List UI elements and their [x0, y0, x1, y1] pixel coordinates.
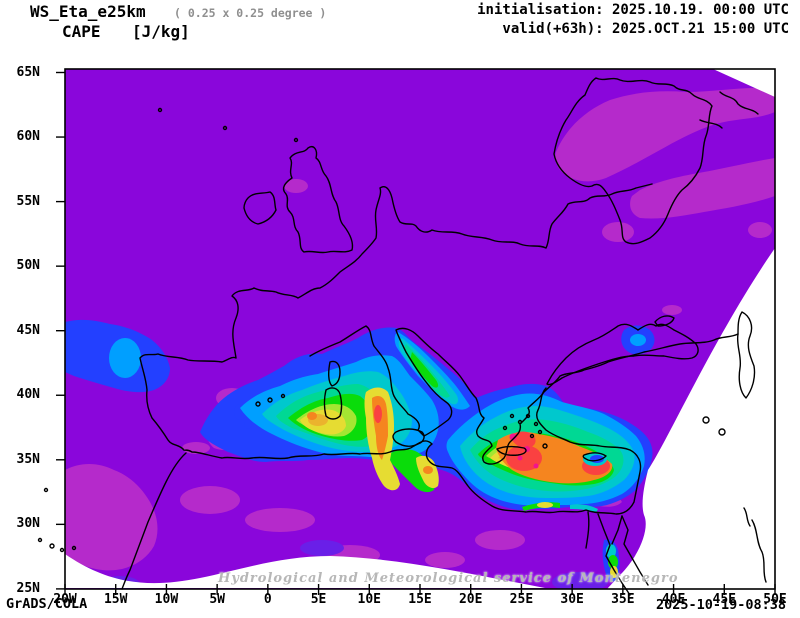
lon-tick-label: 5E [310, 592, 327, 607]
lat-tick-label: 25N [16, 580, 40, 596]
lon-tick-label: 45E [712, 592, 737, 607]
watermark: Hydrological and Meteorological service … [218, 571, 679, 586]
coastlines [37, 77, 767, 596]
model-title: WS_Eta_e25km [30, 2, 146, 21]
lon-tick-label: 40E [661, 592, 686, 607]
lon-tick-label: 10W [154, 592, 179, 607]
lat-tick-label: 50N [16, 258, 40, 274]
units-label: [J/kg] [132, 22, 190, 41]
lon-tick-label: 20E [458, 592, 483, 607]
lon-tick-label: 0 [263, 592, 272, 607]
grads-credit: GrADS/COLA [6, 596, 88, 612]
lon-tick-label: 20W [53, 592, 77, 607]
axis-ticks [56, 71, 776, 595]
variable-label: CAPE [62, 22, 101, 41]
lon-tick-label: 10E [357, 592, 382, 607]
lon-tick-label: 5W [209, 592, 225, 607]
lon-tick-label: 15W [103, 592, 128, 607]
lat-tick-label: 55N [16, 193, 40, 209]
lon-tick-label: 50E [763, 592, 787, 607]
lon-tick-label: 15E [408, 592, 432, 607]
cape-field [65, 69, 775, 589]
lat-tick-label: 65N [16, 64, 40, 80]
lat-tick-label: 45N [16, 322, 40, 338]
valid-time: valid(+63h): 2025.OCT.21 15:00 UTC [502, 21, 789, 37]
grid-resolution-label: ( 0.25 x 0.25 degree ) [174, 6, 327, 20]
lat-tick-label: 30N [16, 516, 40, 532]
lat-tick-label: 35N [16, 451, 40, 467]
no-data-regions [65, 69, 775, 589]
initialisation-time: initialisation: 2025.10.19. 00:00 UTC [477, 2, 789, 18]
cape-field-blacksea [621, 325, 655, 355]
lat-tick-label: 40N [16, 387, 40, 403]
lon-tick-label: 35E [611, 592, 635, 607]
lat-tick-label: 60N [16, 129, 40, 145]
generation-timestamp: 2025-10-19-08:38 [655, 597, 786, 613]
lon-tick-label: 30E [560, 592, 584, 607]
lon-tick-label: 25E [509, 592, 534, 607]
